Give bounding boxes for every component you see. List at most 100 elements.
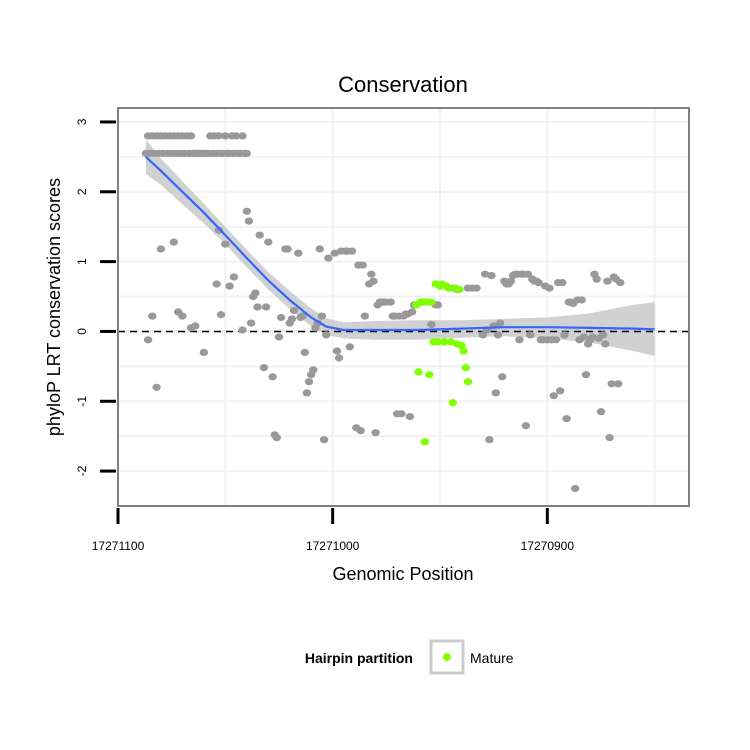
data-point-mature: [463, 378, 473, 386]
data-point-other: [405, 413, 415, 421]
panel-border: [117, 107, 690, 507]
data-point-other: [345, 343, 354, 351]
data-point-other: [289, 306, 299, 315]
data-point-other: [358, 261, 367, 269]
legend: Hairpin partition Mature: [305, 639, 514, 675]
data-point-other: [603, 277, 612, 285]
data-point-other: [191, 322, 200, 330]
data-point-other: [253, 303, 262, 311]
data-point-other: [596, 408, 606, 416]
data-point-mature: [440, 338, 449, 346]
data-point-other: [614, 380, 623, 388]
data-point-other: [330, 249, 339, 257]
data-point-other: [322, 331, 331, 339]
smooth-line-layer: [145, 156, 655, 332]
data-point-other: [169, 238, 178, 246]
data-point-mature: [459, 347, 468, 355]
data-point-other: [571, 484, 580, 493]
data-point-other: [152, 383, 161, 391]
data-point-other: [560, 331, 569, 339]
data-point-other: [272, 434, 281, 442]
data-point-other: [598, 331, 608, 339]
data-point-other: [581, 371, 591, 379]
y-tick-label: -1: [75, 396, 89, 407]
data-point-other: [549, 392, 558, 400]
data-point-other: [478, 331, 488, 339]
data-point-other: [577, 296, 586, 304]
data-point-other: [225, 282, 234, 290]
data-point-mature: [446, 338, 455, 346]
smooth-band-layer: [145, 139, 655, 356]
y-tick-label: 2: [75, 188, 89, 195]
data-point-other: [369, 277, 378, 285]
data-point-other: [360, 312, 370, 320]
data-point-other: [515, 336, 524, 344]
data-point-other: [212, 280, 221, 288]
data-point-other: [315, 245, 324, 253]
data-point-other: [264, 238, 273, 246]
data-point-other: [304, 378, 314, 386]
data-point-other: [242, 149, 251, 157]
x-tick-label: 17271000: [306, 539, 360, 553]
data-point-other: [356, 427, 365, 435]
data-point-mature: [425, 371, 434, 379]
data-point-other: [487, 272, 496, 280]
y-tick-label: 0: [75, 328, 89, 335]
data-point-other: [276, 313, 286, 322]
smooth-fit-line: [145, 156, 655, 332]
data-point-other: [251, 289, 260, 297]
data-point-other: [526, 331, 535, 339]
data-point-other: [246, 319, 256, 327]
data-point-other: [334, 354, 344, 362]
data-point-mature: [457, 341, 466, 349]
data-point-other: [472, 284, 481, 292]
data-point-other: [367, 270, 376, 278]
data-point-other: [592, 275, 601, 283]
data-point-other: [579, 333, 588, 341]
grid-layer: [118, 108, 689, 506]
data-point-other: [148, 312, 157, 320]
data-point-other: [506, 277, 515, 285]
data-point-other: [605, 434, 614, 442]
data-point-other: [523, 270, 533, 278]
data-point-other: [259, 364, 269, 372]
data-point-other: [551, 336, 561, 344]
legend-key-mature-dot: [443, 653, 451, 661]
data-point-other: [294, 249, 303, 257]
data-point-other: [397, 410, 406, 418]
data-point-mature: [455, 285, 464, 294]
data-point-other: [221, 240, 230, 248]
y-tick-label: 1: [75, 258, 89, 265]
data-point-other: [407, 308, 417, 316]
data-point-other: [261, 303, 271, 311]
data-point-mature: [444, 284, 453, 292]
legend-title: Hairpin partition: [305, 650, 413, 666]
data-point-other: [229, 273, 239, 281]
data-point-other: [231, 132, 241, 140]
data-point-other: [332, 347, 342, 355]
data-point-other: [143, 336, 153, 344]
data-point-mature: [461, 364, 470, 372]
data-point-other: [186, 132, 196, 140]
data-point-other: [427, 320, 436, 329]
legend-label-mature: Mature: [470, 650, 514, 666]
data-point-other: [156, 245, 166, 253]
data-point-other: [302, 389, 312, 397]
data-point-mature: [427, 298, 436, 306]
data-point-mature: [420, 438, 430, 446]
data-point-other: [521, 422, 531, 430]
data-point-other: [238, 132, 247, 140]
x-axis-label: Genomic Position: [332, 564, 473, 584]
data-point-other: [491, 389, 500, 397]
data-point-other: [495, 319, 505, 327]
data-point-other: [287, 315, 297, 323]
y-axis-label: phyloP LRT conservation scores: [44, 178, 64, 436]
data-point-other: [480, 270, 490, 278]
data-point-other: [433, 301, 442, 309]
data-point-other: [317, 312, 327, 320]
y-axis: -2 -1 0 1 2 3: [75, 118, 116, 476]
data-point-other: [214, 132, 224, 140]
data-point-other: [558, 279, 567, 287]
data-point-other: [274, 333, 284, 341]
